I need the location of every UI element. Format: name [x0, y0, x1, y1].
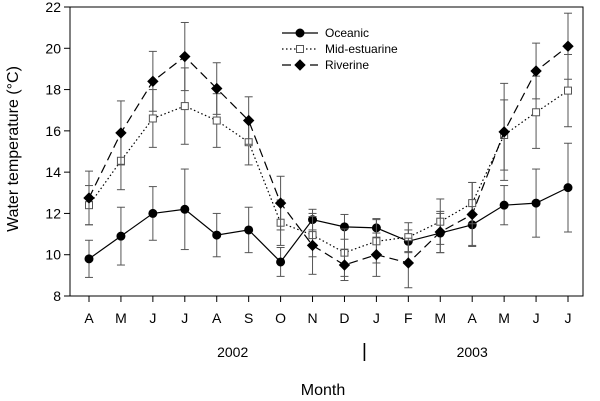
y-axis-title: Water temperature (°C) [5, 66, 22, 232]
data-point [212, 230, 222, 240]
y-tick-label: 18 [45, 82, 61, 98]
series-oceanic [84, 142, 573, 278]
data-point [180, 204, 190, 214]
data-point [148, 208, 158, 218]
y-tick-label: 10 [45, 247, 61, 263]
x-tick-label: A [84, 310, 94, 326]
data-point [530, 65, 542, 77]
legend-entry-oceanic: Oceanic [282, 26, 369, 40]
data-point [498, 126, 510, 138]
data-point [499, 200, 509, 210]
x-tick-label: A [468, 310, 478, 326]
data-point [115, 127, 127, 139]
x-tick-label: M [498, 310, 510, 326]
data-point [563, 183, 573, 193]
legend-entry-mid-estuarine: Mid-estuarine [282, 42, 398, 56]
legend-marker [296, 45, 304, 53]
data-point [466, 208, 478, 221]
legend-label: Mid-estuarine [325, 42, 398, 56]
x-tick-label: M [115, 310, 127, 326]
y-tick-label: 12 [45, 205, 61, 221]
y-tick-label: 16 [45, 123, 61, 139]
series-line [88, 187, 569, 263]
series-mid-estuarine [85, 53, 572, 277]
year-label: 2003 [457, 344, 488, 360]
legend: Oceanic Mid-estuarine Riverine [282, 26, 398, 72]
axes: 8 10 12 14 16 18 20 22 A M J J A S O N D J F M A M J J 2002 2003 [45, 0, 584, 361]
data-point [211, 82, 223, 95]
y-tick-label: 20 [45, 40, 61, 56]
x-tick-label: O [275, 310, 286, 326]
data-point [147, 75, 159, 88]
plot-frame [69, 6, 584, 297]
data-point [180, 102, 189, 111]
legend-marker [295, 28, 305, 38]
data-point [276, 257, 286, 267]
x-tick-label: F [404, 310, 413, 326]
x-tick-label: D [339, 310, 349, 326]
data-point [562, 40, 574, 52]
x-tick-label: J [373, 310, 380, 326]
y-tick-label: 14 [45, 164, 61, 180]
data-point [83, 192, 95, 204]
data-point [212, 116, 221, 125]
series-line [88, 90, 569, 254]
x-tick-label: S [244, 310, 253, 326]
x-tick-label: J [149, 310, 156, 326]
series-line [88, 45, 569, 266]
legend-marker [294, 59, 306, 71]
data-point [531, 198, 541, 208]
data-point [116, 231, 126, 241]
x-tick-label: J [181, 310, 188, 326]
data-point [242, 114, 255, 127]
data-point [434, 226, 446, 238]
data-point [564, 86, 572, 95]
x-tick-label: J [565, 310, 572, 326]
data-point [84, 254, 94, 264]
data-point [532, 108, 541, 117]
data-point [244, 225, 254, 235]
x-tick-label: N [307, 310, 317, 326]
data-point [370, 249, 383, 261]
legend-label: Oceanic [325, 26, 369, 40]
x-tick-label: A [212, 310, 222, 326]
data-point [274, 197, 287, 209]
year-label: 2002 [217, 344, 248, 360]
x-axis-title: Month [301, 382, 345, 399]
data-point [148, 114, 157, 123]
series-layer [83, 12, 574, 289]
data-point [179, 50, 191, 63]
data-point [338, 259, 351, 271]
x-tick-label: M [434, 310, 446, 326]
series-riverine [83, 12, 574, 289]
data-point [306, 239, 319, 252]
data-point [402, 257, 415, 269]
y-tick-label: 22 [45, 0, 61, 15]
legend-entry-riverine: Riverine [282, 58, 369, 72]
legend-label: Riverine [325, 58, 369, 72]
x-tick-label: J [533, 310, 540, 326]
y-tick-label: 8 [53, 288, 61, 304]
